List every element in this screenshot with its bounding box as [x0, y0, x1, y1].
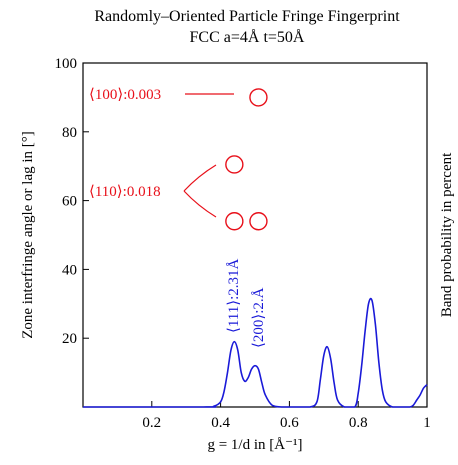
connector-110-upper [183, 164, 217, 192]
markers [225, 88, 268, 231]
open-circle-marker [225, 155, 244, 174]
y2-axis-label: Band probability in percent [439, 152, 455, 317]
connector-110-lower [183, 190, 217, 218]
series-line [82, 297, 428, 408]
y-tick-label: 20 [62, 331, 77, 347]
annotation-110: ⟨110⟩:0.018 [89, 184, 161, 200]
x-tick-label: 0.8 [349, 415, 368, 431]
annotation-111: ⟨111⟩:2.31Å [226, 258, 242, 333]
annotation-200: ⟨200⟩:2.Å [251, 287, 267, 348]
x-axis-label: g = 1/d in [Å⁻¹] [207, 437, 302, 453]
x-tick-label: 0.4 [211, 415, 230, 431]
y-tick-label: 60 [62, 194, 77, 210]
y-tick-label: 80 [62, 125, 77, 141]
open-circle-marker [249, 88, 268, 107]
x-tick-label: 0.2 [142, 415, 161, 431]
annotation-connectors [183, 93, 234, 218]
annotation-100: ⟨100⟩:0.003 [89, 87, 161, 103]
x-tick-label: 0.6 [280, 415, 299, 431]
y-tick-label: 40 [62, 262, 77, 278]
chart-title: Randomly–Oriented Particle Fringe Finger… [94, 8, 400, 25]
x-ticks: 0.2 0.4 0.6 0.8 1 [142, 401, 431, 431]
plot-frame [82, 62, 428, 408]
chart-subtitle: FCC a=4Å t=50Å [190, 28, 305, 46]
open-circle-marker [249, 212, 268, 231]
y-ticks: 20 40 60 80 100 [55, 56, 89, 347]
x-tick-label: 1 [423, 415, 431, 431]
y-axis-label: Zone interfringe angle or lag in [°] [20, 131, 36, 339]
open-circle-marker [225, 212, 244, 231]
y-tick-label: 100 [55, 56, 78, 72]
